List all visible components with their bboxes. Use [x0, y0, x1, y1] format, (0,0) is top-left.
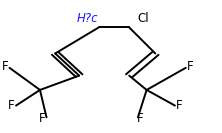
Text: F: F: [8, 99, 15, 112]
Text: F: F: [137, 112, 143, 125]
Text: F: F: [2, 60, 8, 73]
Text: H?c: H?c: [77, 12, 99, 25]
Text: F: F: [187, 60, 193, 73]
Text: F: F: [39, 112, 46, 125]
Text: Cl: Cl: [138, 12, 149, 25]
Text: F: F: [176, 99, 182, 112]
